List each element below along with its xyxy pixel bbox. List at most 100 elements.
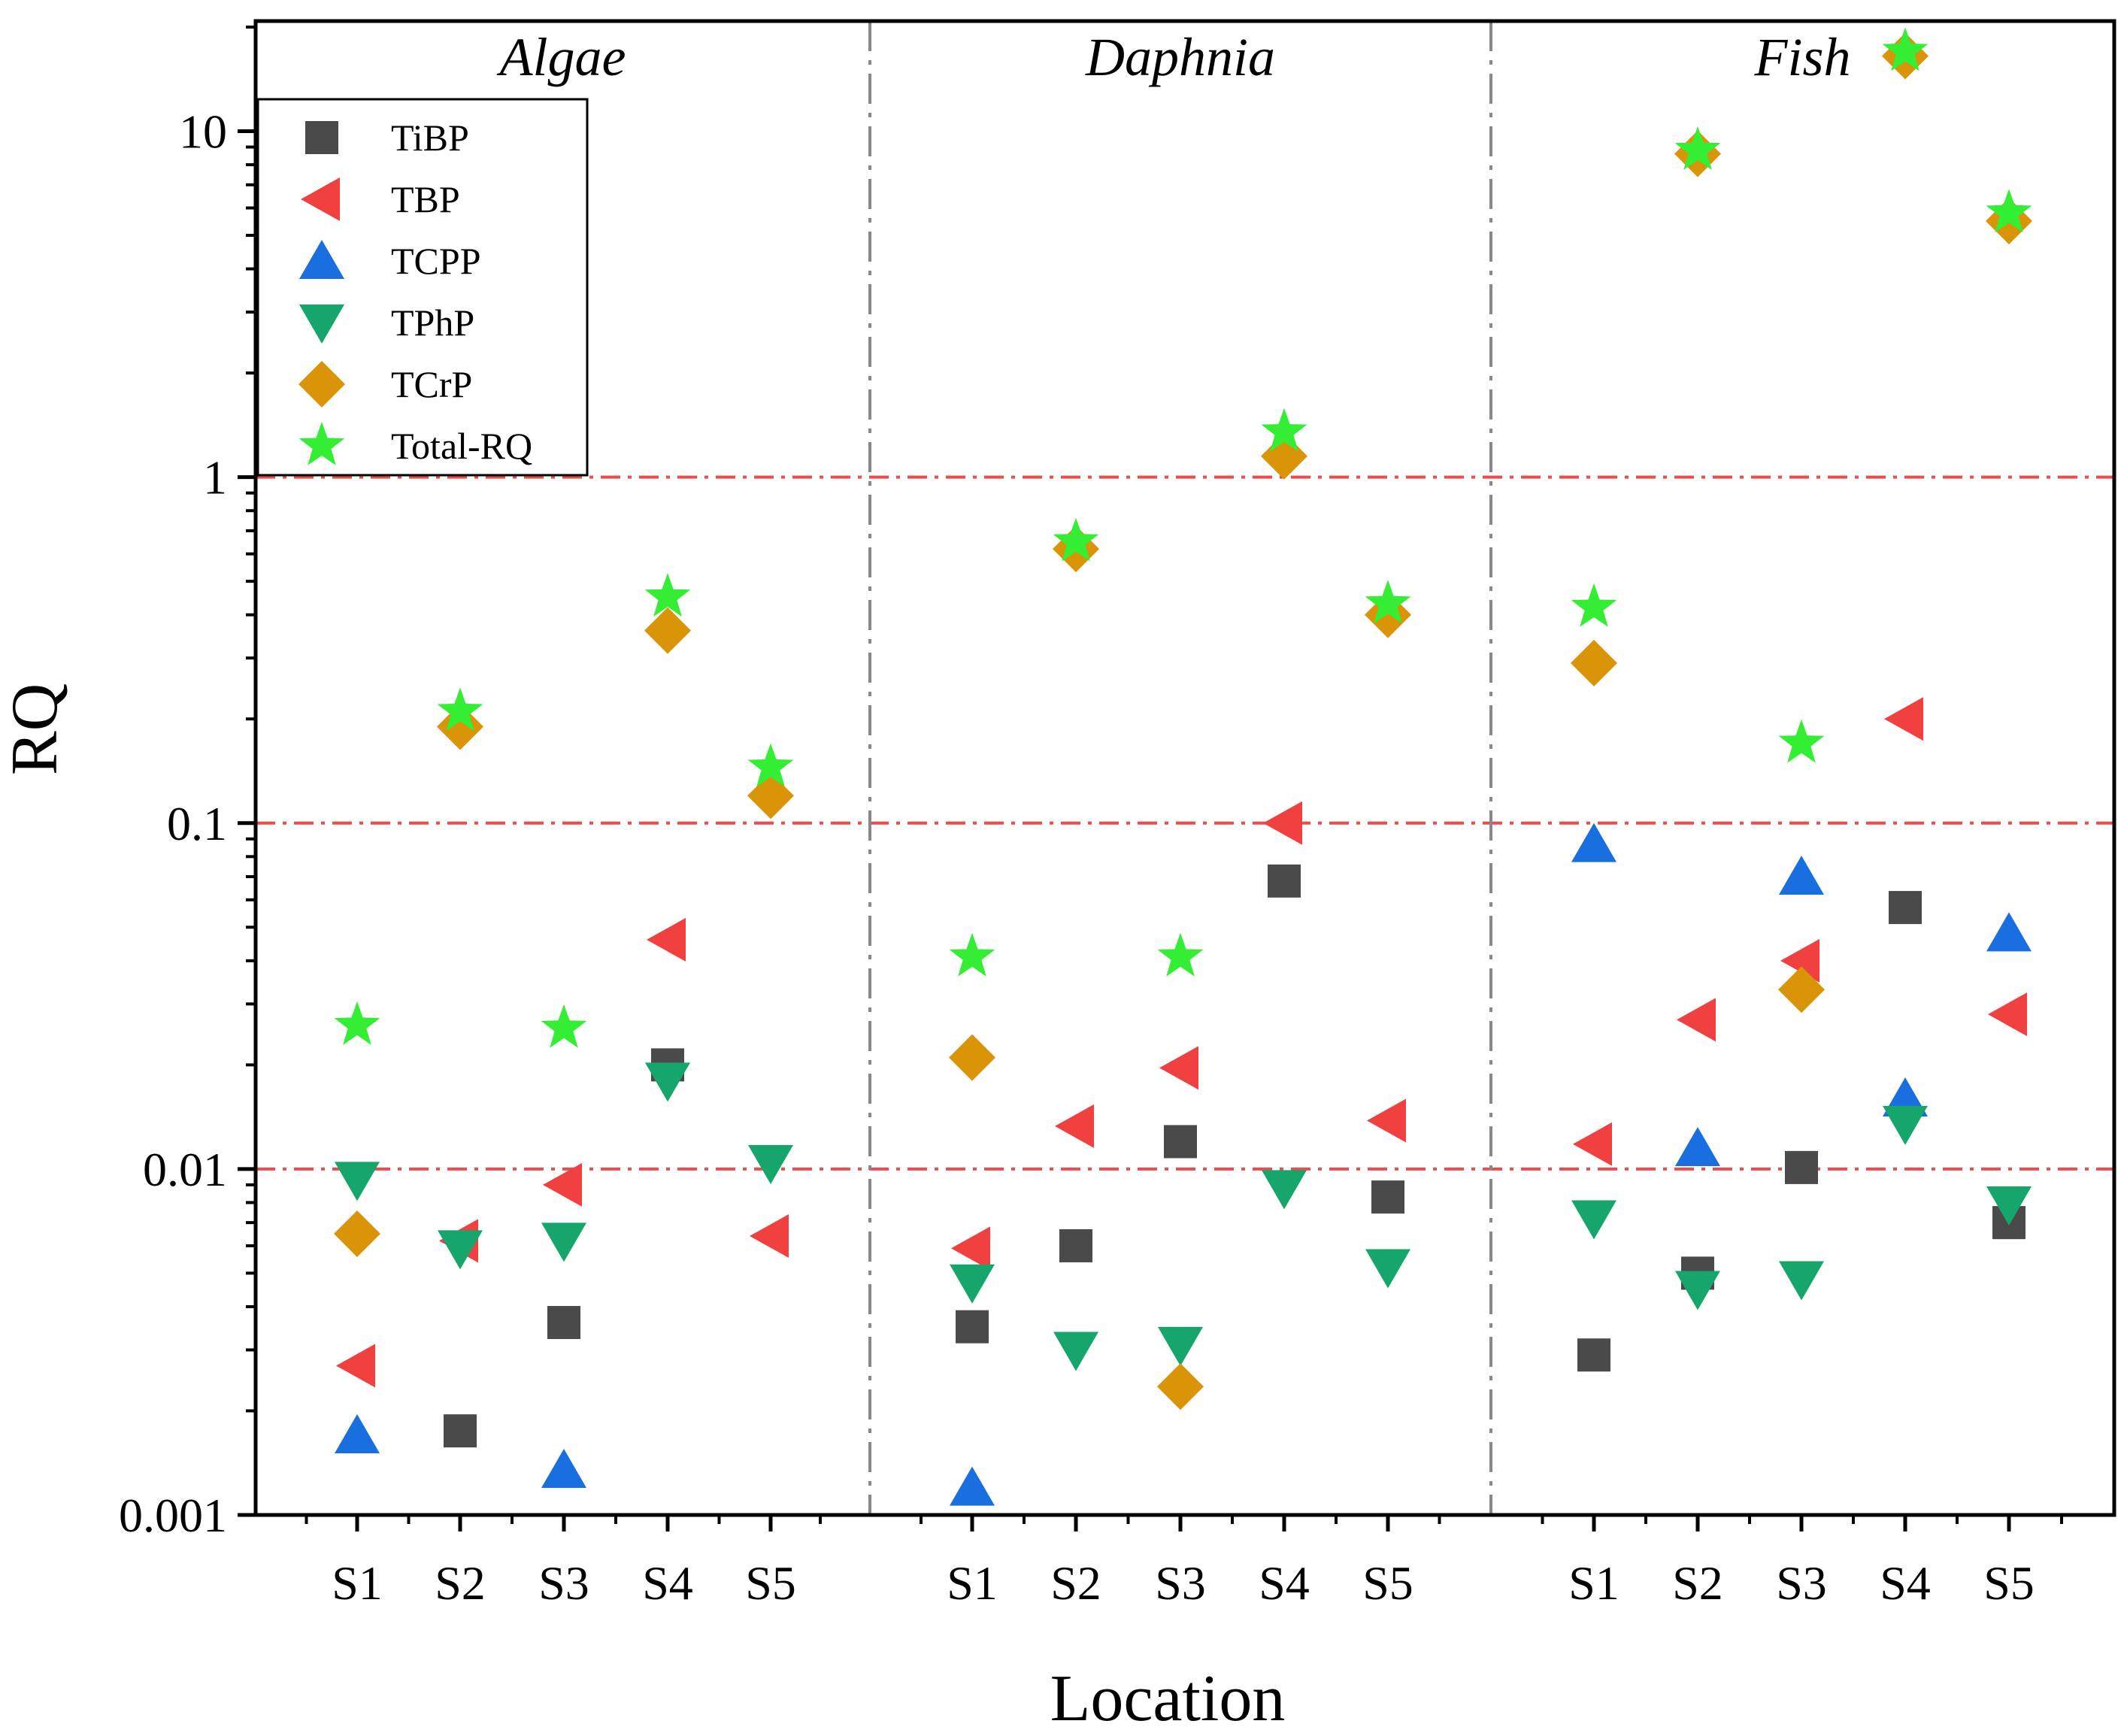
point-fish-tibp-s1 xyxy=(1577,1338,1610,1372)
point-daphnia-tcrp-s3 xyxy=(1157,1363,1204,1410)
point-daphnia-total-rq-s1 xyxy=(949,932,995,977)
point-fish-tcpp-s1 xyxy=(1571,823,1616,862)
point-daphnia-tbp-s3 xyxy=(1159,1046,1198,1090)
legend: TiBP TBP TCPP TPhP TCrP Total-RQ xyxy=(256,98,589,477)
legend-marker-tcpp xyxy=(299,240,344,279)
x-tick-label: S1 xyxy=(947,1556,998,1610)
y-tick-label: 0.1 xyxy=(167,797,227,850)
point-fish-tphp-s2 xyxy=(1675,1271,1720,1310)
point-daphnia-tibp-s4 xyxy=(1268,864,1301,898)
panel-title-daphnia: Daphnia xyxy=(1085,27,1275,87)
panel-title-fish: Fish xyxy=(1753,27,1850,87)
point-algae-tphp-s1 xyxy=(335,1162,380,1201)
point-daphnia-total-rq-s2 xyxy=(1053,517,1099,562)
point-fish-tcpp-s5 xyxy=(1986,912,2032,952)
point-daphnia-total-rq-s5 xyxy=(1365,580,1411,624)
point-algae-tcrp-s1 xyxy=(334,1210,380,1257)
point-daphnia-tbp-s5 xyxy=(1367,1098,1406,1143)
point-fish-tphp-s5 xyxy=(1986,1186,2032,1226)
x-tick-label: S5 xyxy=(1983,1556,2035,1610)
x-tick-label: S4 xyxy=(1880,1556,1931,1610)
point-daphnia-tibp-s1 xyxy=(956,1310,989,1344)
panel-dividers xyxy=(868,21,1492,1515)
point-fish-total-rq-s4 xyxy=(1882,27,1929,71)
point-fish-tbp-s3 xyxy=(1780,938,1819,983)
axes: 0.001 0.01 0.1 1 10 S1 S2 S3 S4 S5 S1 S2 S3 S4 S5 S1 S2 S… xyxy=(119,19,2116,1610)
legend-box xyxy=(256,98,589,477)
point-algae-tcpp-s1 xyxy=(335,1413,380,1453)
point-algae-tbp-s4 xyxy=(647,917,686,962)
point-fish-tbp-s1 xyxy=(1573,1122,1612,1166)
point-daphnia-tbp-s4 xyxy=(1263,801,1302,845)
legend-label-tcpp: TCPP xyxy=(391,240,481,282)
x-axis-title: Location xyxy=(1050,1662,1286,1735)
point-fish-tcpp-s3 xyxy=(1779,856,1824,895)
point-fish-tcrp-s1 xyxy=(1571,639,1617,686)
point-fish-tcpp-s2 xyxy=(1675,1126,1720,1166)
y-tick-label: 1 xyxy=(203,451,227,504)
point-fish-tibp-s3 xyxy=(1785,1150,1818,1184)
point-fish-tcrp-s3 xyxy=(1778,966,1825,1013)
point-fish-total-rq-s2 xyxy=(1674,126,1721,170)
point-fish-tphp-s1 xyxy=(1571,1200,1616,1240)
x-tick-label: S1 xyxy=(1568,1556,1619,1610)
point-fish-tbp-s4 xyxy=(1884,697,1923,741)
plot-frame xyxy=(253,19,2116,1517)
x-tick-label: S2 xyxy=(435,1556,486,1610)
point-algae-tphp-s2 xyxy=(438,1230,483,1270)
point-algae-total-rq-s1 xyxy=(334,1001,380,1045)
point-daphnia-total-rq-s4 xyxy=(1261,407,1307,452)
point-algae-total-rq-s2 xyxy=(437,687,483,732)
x-tick-label: S4 xyxy=(642,1556,693,1610)
point-algae-tcpp-s3 xyxy=(541,1449,586,1489)
point-algae-tphp-s5 xyxy=(748,1145,793,1185)
legend-label-tcrp: TCrP xyxy=(391,363,472,405)
point-daphnia-tphp-s3 xyxy=(1158,1326,1203,1366)
point-daphnia-tcrp-s1 xyxy=(949,1034,995,1081)
point-daphnia-tbp-s1 xyxy=(951,1226,990,1271)
x-tick-label: S3 xyxy=(1155,1556,1206,1610)
data-markers xyxy=(334,27,2032,1506)
x-tick-label: S5 xyxy=(745,1556,796,1610)
point-fish-tibp-s4 xyxy=(1889,891,1922,925)
point-daphnia-tphp-s1 xyxy=(950,1264,995,1304)
point-algae-tbp-s3 xyxy=(543,1162,582,1207)
point-fish-total-rq-s5 xyxy=(1986,189,2032,233)
point-fish-tbp-s5 xyxy=(1988,992,2027,1037)
point-daphnia-tphp-s5 xyxy=(1365,1249,1410,1289)
point-algae-total-rq-s4 xyxy=(644,573,691,617)
panel-title-algae: Algae xyxy=(497,27,626,87)
point-fish-tphp-s4 xyxy=(1883,1105,1928,1145)
legend-marker-tibp xyxy=(305,121,338,154)
point-algae-tcrp-s5 xyxy=(747,772,794,820)
point-fish-total-rq-s1 xyxy=(1571,583,1617,627)
point-algae-tibp-s3 xyxy=(547,1306,580,1340)
point-algae-tphp-s3 xyxy=(541,1222,586,1262)
point-daphnia-tphp-s2 xyxy=(1053,1332,1098,1371)
point-algae-tcrp-s2 xyxy=(437,703,483,750)
point-algae-tcrp-s4 xyxy=(644,607,691,654)
x-tick-label: S2 xyxy=(1672,1556,1723,1610)
point-algae-tbp-s5 xyxy=(750,1214,789,1259)
legend-marker-total-rq xyxy=(298,422,345,465)
point-daphnia-tibp-s2 xyxy=(1059,1229,1092,1262)
point-daphnia-tphp-s4 xyxy=(1262,1170,1307,1210)
legend-marker-tcrp xyxy=(298,361,345,407)
x-tick-label: S3 xyxy=(538,1556,589,1610)
point-daphnia-tibp-s3 xyxy=(1164,1125,1197,1159)
point-algae-tbp-s1 xyxy=(336,1344,375,1388)
point-algae-tibp-s2 xyxy=(444,1414,477,1448)
legend-label-tibp: TiBP xyxy=(391,117,469,159)
point-algae-total-rq-s5 xyxy=(747,743,794,787)
legend-label-tphp: TPhP xyxy=(391,301,474,344)
x-tick-label: S1 xyxy=(332,1556,383,1610)
y-tick-label: 0.001 xyxy=(119,1489,227,1542)
panel-titles: Algae Daphnia Fish xyxy=(497,27,1851,87)
x-tick-label: S3 xyxy=(1776,1556,1827,1610)
point-daphnia-tibp-s5 xyxy=(1371,1180,1404,1214)
point-algae-total-rq-s3 xyxy=(541,1004,587,1048)
legend-marker-tbp xyxy=(301,177,340,221)
x-tick-label: S2 xyxy=(1050,1556,1101,1610)
point-algae-tphp-s4 xyxy=(645,1062,690,1102)
